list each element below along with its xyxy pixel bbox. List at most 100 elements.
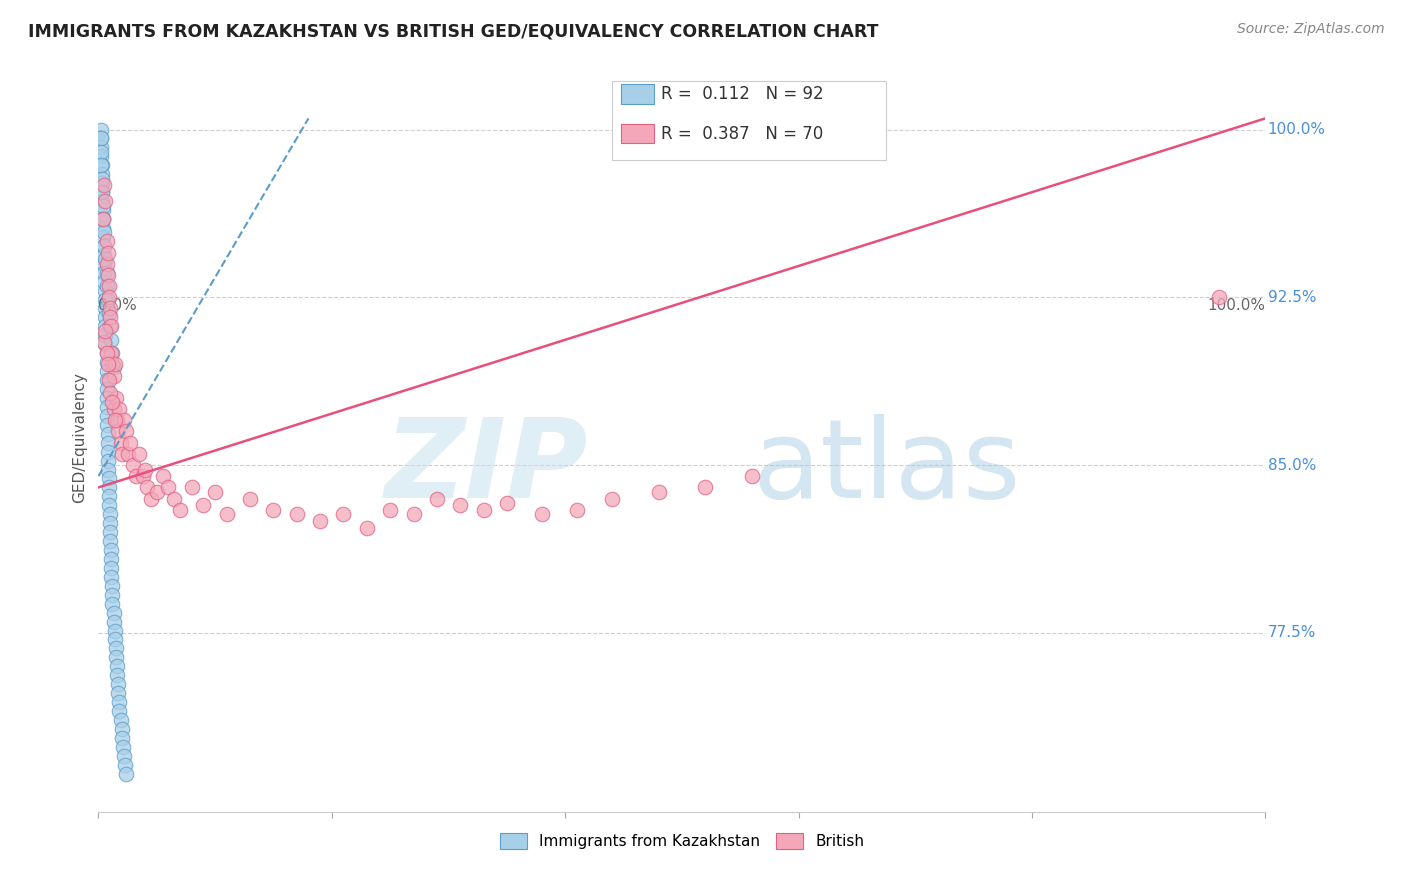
Point (97, 480, 120, 494)
Point (94, 319, 117, 334)
Point (96, 346, 118, 360)
Point (97, 245, 120, 260)
Point (94, 328, 117, 343)
Point (146, 484, 169, 499)
Point (111, 447, 134, 461)
Point (94, 194, 117, 208)
Point (105, 668, 128, 682)
Point (105, 659, 128, 673)
Point (90, 145, 112, 159)
Point (96, 364, 118, 378)
Point (104, 624, 127, 638)
Point (132, 469, 155, 483)
Point (90, 185, 112, 199)
Point (93, 248, 115, 262)
Text: 85.0%: 85.0% (1268, 458, 1316, 473)
Point (169, 502, 191, 516)
Point (97, 462, 120, 476)
Point (96, 257, 118, 271)
Point (1208, 290, 1230, 304)
Point (107, 677, 129, 691)
Point (96, 373, 118, 387)
Point (114, 757, 136, 772)
Point (97, 435, 120, 450)
Point (97, 306, 120, 320)
Point (111, 722, 134, 736)
Point (101, 358, 124, 372)
Point (94, 324, 117, 338)
Text: R =  0.387   N = 70: R = 0.387 N = 70 (661, 125, 823, 143)
Point (98, 508, 121, 522)
Text: 100.0%: 100.0% (1208, 299, 1265, 313)
Point (101, 346, 124, 360)
Point (96, 266, 118, 280)
Point (91, 212, 114, 227)
Point (100, 570, 122, 584)
Point (104, 650, 127, 665)
Point (111, 739, 134, 754)
Point (97, 358, 120, 372)
Point (100, 346, 122, 360)
Point (103, 359, 125, 374)
Point (108, 695, 131, 709)
Point (115, 425, 138, 439)
Point (101, 579, 124, 593)
Point (93, 178, 115, 193)
Point (215, 508, 238, 522)
Point (90, 122, 112, 136)
Point (91, 198, 114, 212)
Text: Source: ZipAtlas.com: Source: ZipAtlas.com (1237, 22, 1385, 37)
Point (600, 491, 623, 506)
Point (97, 293, 120, 307)
Point (104, 413, 127, 427)
Point (239, 491, 262, 506)
Point (96, 409, 118, 423)
Text: 0.0%: 0.0% (98, 299, 138, 313)
Point (93, 275, 115, 289)
Point (262, 502, 284, 516)
Point (112, 413, 135, 427)
Point (496, 496, 519, 510)
Point (118, 435, 141, 450)
Point (426, 491, 449, 506)
Point (93, 334, 115, 349)
Point (90, 185, 112, 199)
Text: 77.5%: 77.5% (1268, 625, 1316, 640)
Point (91, 212, 114, 227)
Point (96, 391, 118, 405)
Point (107, 425, 129, 439)
Point (97, 290, 120, 304)
Point (90, 158, 112, 172)
Point (157, 480, 180, 494)
Point (96, 382, 118, 396)
Point (101, 597, 124, 611)
Point (98, 386, 121, 401)
Point (97, 426, 120, 441)
Point (90, 176, 112, 190)
Point (108, 704, 131, 718)
Point (98, 516, 121, 531)
Point (101, 588, 124, 602)
Point (97, 279, 120, 293)
Point (128, 447, 150, 461)
Point (96, 235, 118, 249)
Point (93, 266, 115, 280)
Point (97, 373, 120, 387)
Point (96, 400, 118, 414)
Text: R =  0.112   N = 92: R = 0.112 N = 92 (661, 85, 824, 103)
Point (111, 731, 134, 745)
Point (125, 469, 148, 483)
Point (163, 491, 186, 506)
Point (105, 413, 128, 427)
Point (94, 310, 117, 325)
Point (402, 508, 425, 522)
Point (90, 158, 112, 172)
Point (97, 268, 120, 282)
Point (97, 489, 120, 503)
Point (91, 221, 114, 235)
Point (93, 226, 115, 240)
Point (97, 498, 120, 512)
Text: atlas: atlas (752, 414, 1021, 521)
Text: 100.0%: 100.0% (1268, 122, 1326, 137)
Point (96, 279, 118, 293)
